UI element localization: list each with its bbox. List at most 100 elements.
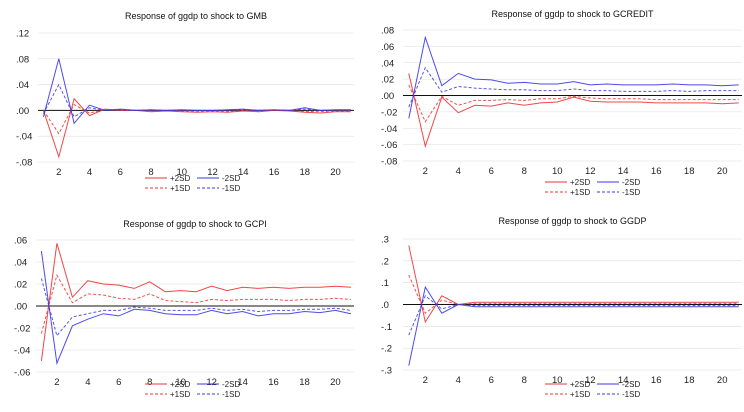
- legend-label: +1SD: [570, 390, 590, 399]
- x-tick-label: 4: [456, 375, 461, 386]
- series-line-plus1sd: [408, 84, 739, 123]
- y-tick-label: .2: [381, 256, 389, 267]
- y-tick-label: .00: [14, 302, 27, 313]
- y-tick-label: -.04: [381, 124, 397, 135]
- series-line-minus2sd: [40, 250, 352, 366]
- chart-panel-3: Response of ggdp to shock to GCPI .06 .04.…: [14, 219, 354, 399]
- series-line-minus1sd: [408, 294, 739, 336]
- x-tick-label: 8: [522, 166, 527, 177]
- x-tick-label: 8: [147, 377, 152, 388]
- y-tick-label: -.06: [14, 368, 30, 379]
- y-tick-label: .02: [14, 280, 27, 291]
- y-tick-label: .1: [381, 278, 389, 289]
- y-tick-label: .06: [14, 236, 27, 247]
- x-tick-label: 16: [268, 377, 279, 388]
- x-tick-label: 4: [87, 167, 92, 178]
- x-tick-label: 10: [176, 167, 187, 178]
- legend-label: +1SD: [170, 390, 190, 399]
- series-line-minus1sd: [40, 278, 351, 337]
- series-line-plus2sd: [408, 73, 739, 149]
- x-tick-label: 18: [684, 166, 695, 177]
- x-tick-label: 16: [269, 167, 280, 178]
- x-tick-label: 12: [207, 167, 218, 178]
- chart-panel-4: Response of ggdp to shock to GGDP .3 .2 .1.…: [381, 216, 742, 399]
- x-tick-label: 12: [585, 375, 596, 386]
- x-tick-label: 2: [54, 377, 59, 388]
- series-line-plus2sd: [42, 97, 351, 159]
- x-tick-label: 6: [118, 167, 123, 178]
- x-tick-label: 6: [489, 166, 494, 177]
- chart-title: Response of ggdp to shock to GCREDIT: [491, 9, 654, 19]
- legend-label: +2SD: [170, 174, 190, 183]
- x-tick-label: 18: [300, 167, 311, 178]
- x-tick-label: 2: [423, 166, 428, 177]
- y-tick-label: -.02: [14, 324, 30, 335]
- legend-label: -1SD: [222, 184, 240, 193]
- x-tick-label: 4: [85, 377, 90, 388]
- x-tick-label: 10: [552, 375, 563, 386]
- x-tick-label: 6: [116, 377, 121, 388]
- series-line-plus2sd: [408, 245, 739, 324]
- y-tick-label: .06: [381, 42, 394, 53]
- legend-label: -2SD: [222, 174, 240, 183]
- legend-label: +2SD: [570, 380, 590, 389]
- y-tick-label: -.04: [14, 346, 30, 357]
- y-tick-label: -.02: [381, 107, 397, 118]
- x-tick-label: 4: [456, 166, 461, 177]
- y-tick-label: -.08: [381, 157, 397, 168]
- x-tick-label: 8: [148, 167, 153, 178]
- series-line-plus2sd: [40, 243, 351, 362]
- x-tick-label: 2: [56, 167, 61, 178]
- legend-label: -1SD: [622, 390, 640, 399]
- y-tick-label: -.3: [381, 366, 392, 377]
- x-tick-label: 14: [618, 375, 629, 386]
- x-tick-label: 14: [238, 167, 249, 178]
- y-tick-label: .08: [381, 26, 394, 37]
- y-tick-label: .12: [16, 29, 29, 40]
- legend-label: -2SD: [622, 178, 640, 187]
- y-tick-label: -.04: [16, 132, 32, 143]
- y-tick-label: .0: [381, 300, 389, 311]
- y-tick-label: .04: [16, 80, 29, 91]
- y-tick-label: .04: [14, 258, 27, 269]
- x-tick-label: 16: [651, 166, 662, 177]
- legend-label: +1SD: [170, 184, 190, 193]
- series-line-minus2sd: [42, 58, 351, 125]
- series-line-plus1sd: [408, 274, 739, 314]
- x-tick-label: 20: [717, 375, 728, 386]
- x-tick-label: 12: [206, 377, 217, 388]
- series-line-minus1sd: [42, 83, 351, 118]
- y-tick-label: .08: [16, 54, 29, 65]
- legend-label: +1SD: [570, 188, 590, 197]
- x-tick-label: 10: [175, 377, 186, 388]
- y-tick-label: -.2: [381, 344, 392, 355]
- legend-label: -1SD: [222, 390, 240, 399]
- series-line-minus2sd: [408, 35, 739, 119]
- series-line-plus1sd: [42, 103, 351, 135]
- chart-panel-1: Response of ggdp to shock to GMB .12 .08 .0…: [16, 11, 354, 193]
- series-line-plus1sd: [40, 273, 351, 334]
- y-tick-label: .00: [381, 91, 394, 102]
- x-tick-label: 20: [330, 377, 341, 388]
- chart-panel-2: Response of ggdp to shock to GCREDIT .08.…: [381, 9, 742, 197]
- y-tick-label: .04: [381, 58, 394, 69]
- chart-title: Response of ggdp to shock to GGDP: [498, 216, 646, 226]
- y-tick-label: -.1: [381, 322, 392, 333]
- legend-label: -1SD: [622, 188, 640, 197]
- x-tick-label: 14: [618, 166, 629, 177]
- x-tick-label: 2: [423, 375, 428, 386]
- x-tick-label: 20: [330, 167, 341, 178]
- y-tick-label: .00: [16, 106, 29, 117]
- chart-title: Response of ggdp to shock to GMB: [125, 11, 267, 21]
- series-line-minus1sd: [408, 66, 739, 108]
- chart-title: Response of ggdp to shock to GCPI: [123, 219, 267, 229]
- legend-label: +2SD: [170, 380, 190, 389]
- x-tick-label: 12: [585, 166, 596, 177]
- x-tick-label: 8: [522, 375, 527, 386]
- x-tick-label: 6: [489, 375, 494, 386]
- y-tick-label: .3: [381, 235, 389, 246]
- x-tick-label: 16: [651, 375, 662, 386]
- x-tick-label: 18: [684, 375, 695, 386]
- x-tick-label: 14: [237, 377, 248, 388]
